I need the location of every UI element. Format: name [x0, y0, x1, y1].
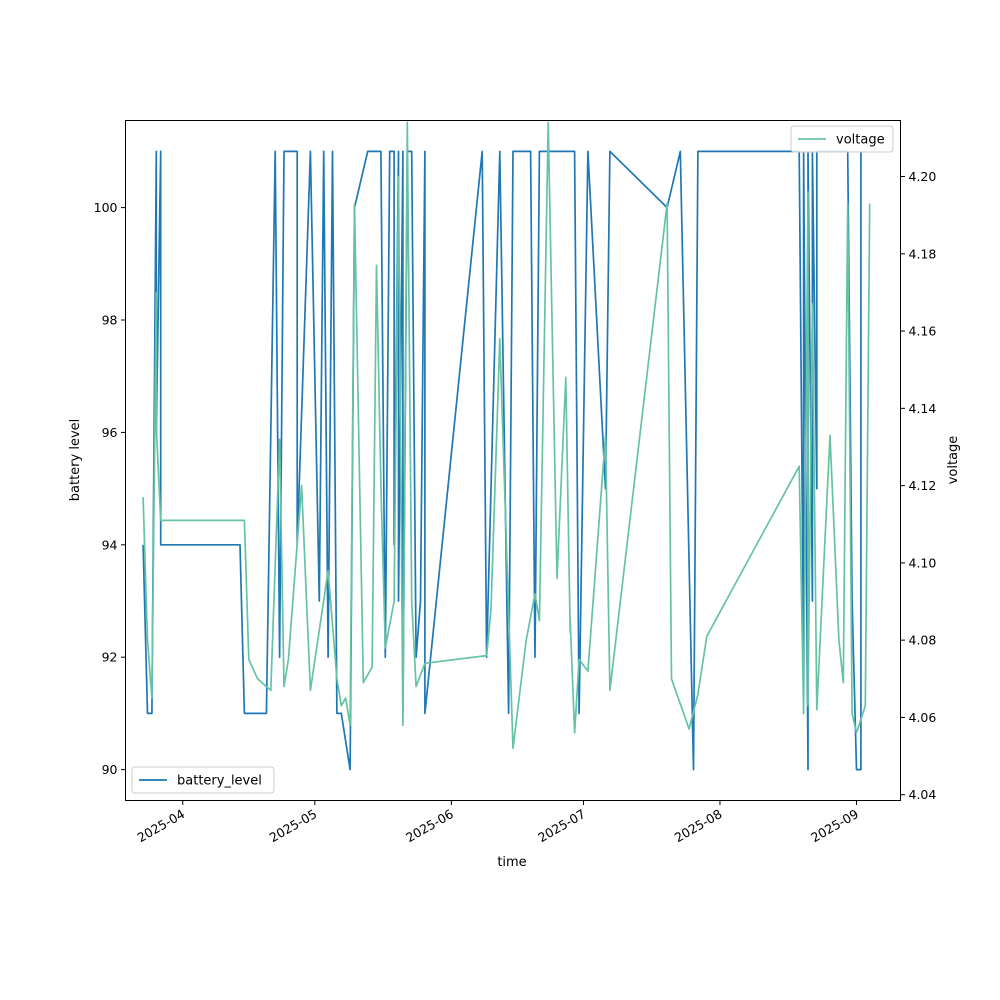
y-axis-left: 90 92 94 96 98 100: [94, 200, 126, 777]
series-layer: [142, 121, 871, 771]
series-line-battery-level: [142, 150, 862, 771]
y-right-tick-label: 4.06: [909, 710, 937, 725]
legend-voltage: voltage: [790, 125, 894, 153]
series-line-voltage: [142, 121, 871, 750]
y-axis-left-label: battery level: [68, 419, 83, 502]
plot-frame: [125, 120, 901, 801]
y-right-tick-label: 4.08: [909, 633, 937, 648]
x-axis-label: time: [497, 855, 526, 870]
y-right-tick-label: 4.18: [909, 246, 937, 261]
legend-battery-level-box: [131, 766, 275, 794]
legend-voltage-box: [790, 125, 894, 153]
y-right-tick-label: 4.12: [909, 478, 937, 493]
y-left-tick-label: 94: [102, 537, 118, 552]
y-right-tick-label: 4.14: [909, 401, 937, 416]
y-left-tick-label: 90: [102, 762, 118, 777]
y-left-tick-label: 96: [102, 425, 118, 440]
y-right-tick-label: 4.16: [909, 324, 937, 339]
y-right-tick-label: 4.20: [909, 169, 937, 184]
legend-battery-level: battery_level: [131, 766, 275, 794]
y-axis-right-label: voltage: [946, 436, 961, 485]
y-left-tick-label: 100: [94, 200, 118, 215]
y-right-tick-label: 4.04: [909, 787, 937, 802]
y-left-tick-label: 98: [102, 313, 118, 328]
y-left-tick-label: 92: [102, 650, 118, 665]
y-axis-right: 4.04 4.06 4.08 4.10 4.12 4.14 4.16 4.18 4.20: [900, 169, 937, 802]
legend-battery-level-label: battery_level: [177, 774, 262, 789]
y-right-tick-label: 4.10: [909, 555, 937, 570]
legend-voltage-label: voltage: [836, 133, 885, 148]
